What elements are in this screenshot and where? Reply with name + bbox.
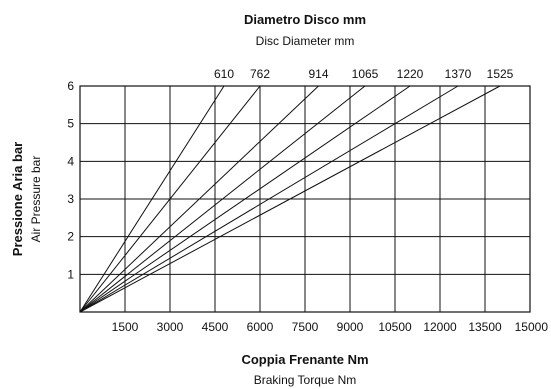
y-tick-label: 5: [67, 117, 74, 131]
y-tick-label: 4: [67, 154, 74, 168]
y-tick-label: 1: [67, 267, 74, 281]
x-tick-label: 10500: [378, 320, 412, 334]
y-tick-labels: 1 2 3 4 5 6: [67, 79, 74, 281]
chart-title: Diametro Disco mm: [244, 12, 366, 27]
series-line-914: [79, 85, 319, 313]
series-line-762: [79, 85, 261, 313]
series-label-1525: 1525: [487, 67, 514, 81]
y-tick-label: 3: [67, 192, 74, 206]
series-lines: [79, 85, 501, 313]
series-line-1370: [79, 85, 459, 313]
x-axis-label: Coppia Frenante Nm: [241, 352, 368, 367]
x-tick-label: 4500: [202, 320, 229, 334]
y-axis-label: Pressione Aria bar: [10, 142, 25, 256]
series-label-1220: 1220: [397, 67, 424, 81]
x-tick-label: 3000: [157, 320, 184, 334]
series-label-610: 610: [214, 67, 234, 81]
series-label-914: 914: [308, 67, 328, 81]
grid: [79, 85, 531, 313]
series-line-1065: [79, 85, 366, 313]
x-tick-label: 9000: [337, 320, 364, 334]
series-label-1370: 1370: [445, 67, 472, 81]
series-label-762: 762: [250, 67, 270, 81]
chart-subtitle: Disc Diameter mm: [256, 34, 355, 48]
y-tick-label: 6: [67, 79, 74, 93]
x-tick-label: 12000: [423, 320, 457, 334]
x-axis-label-en: Braking Torque Nm: [254, 373, 357, 387]
series-line-1220: [79, 85, 411, 313]
x-tick-label: 15000: [515, 320, 549, 334]
series-line-610: [79, 85, 225, 313]
series-label-1065: 1065: [352, 67, 379, 81]
x-tick-labels: 1500 3000 4500 6000 7500 9000 10500 12000 13500 1…: [112, 320, 549, 334]
x-tick-label: 1500: [112, 320, 139, 334]
x-tick-label: 7500: [292, 320, 319, 334]
x-tick-label: 6000: [247, 320, 274, 334]
x-tick-label: 13500: [468, 320, 502, 334]
series-labels: 610 762 914 1065 1220 1370 1525: [214, 67, 514, 81]
series-line-1525: [79, 85, 501, 313]
y-axis-label-en: Air Pressure bar: [29, 156, 43, 243]
y-tick-label: 2: [67, 230, 74, 244]
